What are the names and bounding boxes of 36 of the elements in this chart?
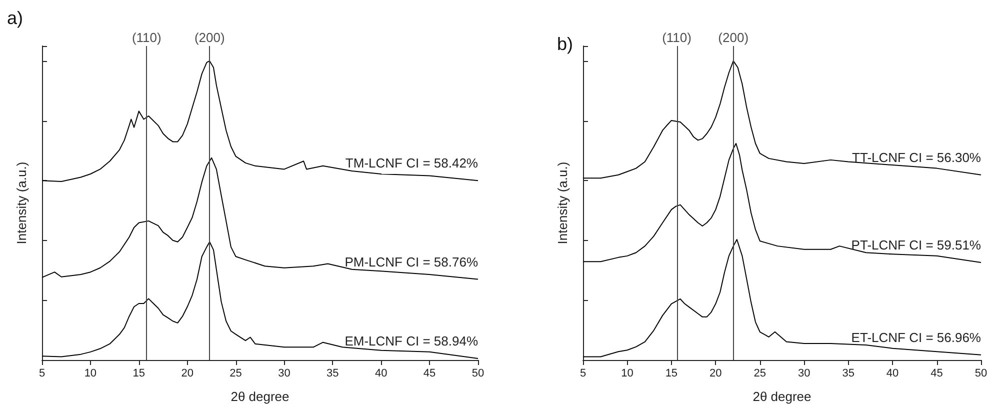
x-tick-label: 15 xyxy=(132,368,146,380)
series-label: ET-LCNF CI = 56.96% xyxy=(851,330,982,345)
x-tick-label: 25 xyxy=(230,368,242,380)
y-axis-title: Intensity (a.u.) xyxy=(555,162,570,244)
y-axis-title: Intensity (a.u.) xyxy=(14,162,29,244)
x-tick-label: 5 xyxy=(38,368,46,380)
x-tick-label: 30 xyxy=(798,368,810,380)
annotation: (200) xyxy=(194,30,225,45)
x-tick-label: 15 xyxy=(665,368,678,380)
chart-title: a) xyxy=(7,8,24,28)
x-tick-label: 25 xyxy=(754,368,766,380)
x-tick-label: 30 xyxy=(278,368,290,380)
x-tick-label: 10 xyxy=(84,368,97,380)
annotation: (200) xyxy=(718,30,749,45)
x-tick-label: 50 xyxy=(974,368,988,380)
x-tick-label: 35 xyxy=(842,368,854,380)
x-tick-label: 50 xyxy=(472,368,484,380)
series-label: EM-LCNF CI = 58.94% xyxy=(344,334,478,349)
x-tick-label: 5 xyxy=(580,368,586,380)
chart-title: b) xyxy=(557,34,574,54)
series-label: PT-LCNF CI = 59.51% xyxy=(851,238,982,253)
x-tick-label: 10 xyxy=(621,368,634,380)
x-axis-title: 2θ degree xyxy=(230,389,290,404)
x-axis-title: 2θ degree xyxy=(752,389,812,404)
x-tick-label: 45 xyxy=(930,368,943,380)
x-tick-label: 40 xyxy=(886,368,899,380)
annotation: (110) xyxy=(662,30,692,45)
x-tick-label: 20 xyxy=(710,368,722,380)
x-tick-label: 40 xyxy=(374,368,388,380)
series-label: TT-LCNF CI = 56.30% xyxy=(852,150,982,165)
x-tick-label: 45 xyxy=(423,368,436,380)
series-label: TM-LCNF CI = 58.42% xyxy=(345,156,478,171)
annotation: (110) xyxy=(132,30,162,45)
x-tick-label: 20 xyxy=(181,368,194,380)
series-label: PM-LCNF CI = 58.76% xyxy=(344,254,478,270)
x-tick-label: 35 xyxy=(326,368,339,380)
